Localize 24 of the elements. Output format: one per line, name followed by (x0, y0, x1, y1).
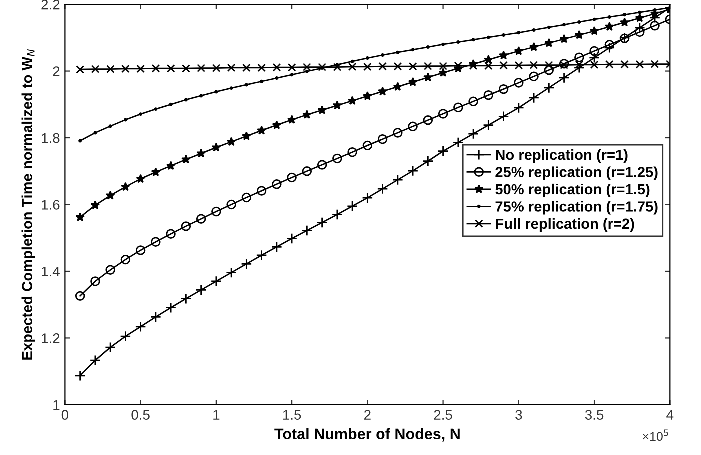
x-tick-label: 0.5 (132, 410, 150, 420)
x-tick-label: 1.5 (283, 410, 302, 420)
legend-label: 25% replication (r=1.25) (496, 166, 658, 180)
y-axis-title: Expected Completion Time normalized to W$_{N}$ (22, 49, 36, 360)
y-tick-label: 1.2 (42, 334, 60, 344)
x-tick-label: 3.5 (585, 410, 604, 420)
x-tick-label: 2 (364, 410, 371, 420)
x-axis-title: Total Number of Nodes, N (274, 428, 460, 442)
x-tick-label: 3 (516, 410, 522, 420)
y-tick-label: 1.4 (42, 266, 60, 277)
legend-label: 75% replication (r=1.75) (496, 201, 658, 215)
legend-label: No replication (r=1) (496, 149, 628, 164)
x-tick-label: 4 (666, 410, 674, 420)
y-tick-label: 2 (53, 66, 60, 76)
text: ×10$^{5}$ (643, 430, 668, 442)
legend-label: Full replication (r=2) (496, 218, 634, 232)
x-tick-label: 2.5 (434, 410, 452, 420)
y-tick-label: 1.6 (42, 200, 60, 210)
y-tick-label: 2.2 (42, 0, 60, 10)
legend-label: 50% replication (r=1.5) (496, 184, 650, 198)
x-tick-label: 0 (62, 410, 69, 420)
y-tick-label: 1.8 (42, 133, 60, 144)
y-tick-label: 1 (54, 400, 60, 410)
x-tick-label: 1 (214, 410, 220, 420)
